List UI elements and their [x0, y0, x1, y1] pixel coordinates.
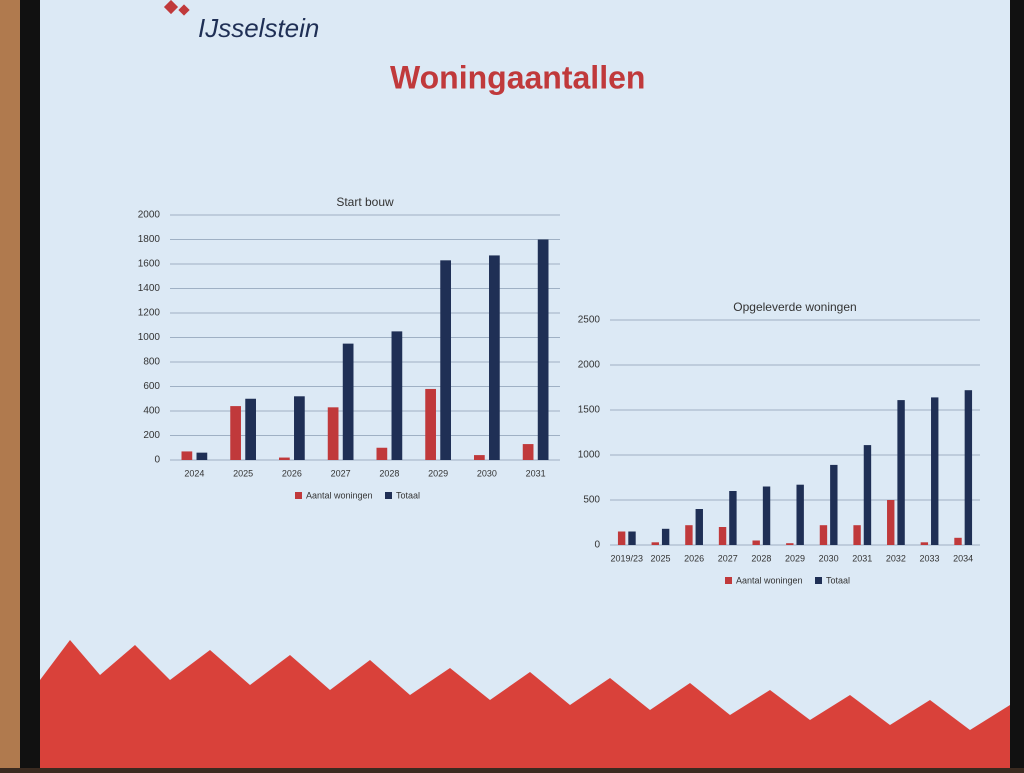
legend-label: Aantal woningen [306, 490, 373, 500]
bar [391, 331, 403, 460]
bar [279, 457, 290, 460]
bar [695, 509, 703, 545]
y-tick-label: 1000 [578, 450, 601, 461]
legend-label: Aantal woningen [736, 575, 803, 585]
bar [661, 528, 670, 545]
x-tick-label: 2029 [785, 553, 805, 563]
y-tick-label: 1800 [138, 234, 161, 245]
y-tick-label: 2000 [138, 210, 161, 221]
x-tick-label: 2025 [650, 553, 670, 563]
bar [522, 444, 534, 460]
bar [425, 388, 436, 460]
y-tick-label: 600 [143, 381, 160, 392]
x-tick-label: 2030 [477, 468, 497, 478]
x-tick-label: 2025 [233, 468, 253, 478]
bar [729, 491, 737, 545]
bar [440, 260, 451, 460]
chart-title: Start bouw [336, 195, 394, 209]
legend-label: Totaal [826, 575, 850, 585]
bar [474, 455, 485, 460]
bar [830, 464, 838, 545]
bar [897, 400, 905, 545]
bar [964, 390, 973, 545]
bar [853, 525, 861, 545]
legend-swatch [295, 492, 302, 499]
bar [685, 525, 693, 545]
x-tick-label: 2032 [886, 553, 906, 563]
chart: Opgeleverde woningen 0 500 1000 1500 2000 2500… [578, 300, 980, 585]
bar [617, 531, 626, 545]
legend-swatch [385, 492, 392, 499]
y-tick-label: 2000 [578, 360, 601, 371]
x-tick-label: 2031 [526, 468, 546, 478]
bar [931, 397, 939, 545]
x-tick-label: 2028 [379, 468, 399, 478]
y-tick-label: 0 [594, 540, 600, 551]
bar [230, 406, 241, 460]
y-tick-label: 500 [583, 495, 600, 506]
bar [718, 527, 727, 545]
bar [954, 537, 962, 545]
bar [327, 407, 339, 460]
x-tick-label: 2026 [684, 553, 704, 563]
bar [342, 343, 354, 460]
slide-background [40, 0, 1010, 768]
y-tick-label: 400 [143, 406, 160, 417]
y-tick-label: 800 [143, 357, 160, 368]
y-tick-label: 0 [154, 455, 160, 466]
y-tick-label: 1600 [138, 259, 161, 270]
y-tick-label: 1400 [138, 283, 161, 294]
bar [181, 451, 193, 460]
legend-label: Totaal [396, 490, 420, 500]
bar [762, 486, 771, 545]
y-tick-label: 200 [143, 430, 160, 441]
logo-text: IJsselstein [198, 13, 319, 43]
x-tick-label: 2027 [718, 553, 738, 563]
y-tick-label: 2500 [578, 315, 601, 326]
chart-title: Opgeleverde woningen [733, 300, 856, 314]
bar [628, 531, 636, 545]
bar [537, 239, 549, 460]
bar [294, 396, 305, 460]
x-tick-label: 2024 [184, 468, 204, 478]
legend-swatch [725, 577, 732, 584]
x-tick-label: 2028 [751, 553, 771, 563]
bar [752, 540, 760, 545]
bar [887, 500, 895, 545]
slide-title: Woningaantallen [390, 59, 645, 95]
x-tick-label: 2030 [819, 553, 839, 563]
bar [863, 445, 872, 545]
bar [786, 543, 794, 545]
x-tick-label: 2034 [953, 553, 973, 563]
bar [196, 452, 208, 460]
bar [376, 447, 388, 460]
x-tick-label: 2026 [282, 468, 302, 478]
y-tick-label: 1000 [138, 332, 161, 343]
y-tick-label: 1500 [578, 405, 601, 416]
x-tick-label: 2029 [428, 468, 448, 478]
bar [796, 484, 804, 545]
legend-swatch [815, 577, 822, 584]
bar [245, 398, 256, 460]
x-tick-label: 2033 [920, 553, 940, 563]
bar [489, 255, 500, 460]
chart: Start bouw 0 200 400 600 800 1000 1200 1400 1600 1… [138, 195, 560, 500]
x-tick-label: 2019/23 [611, 553, 644, 563]
bar [920, 542, 929, 545]
zigzag-decoration [40, 640, 1010, 768]
x-tick-label: 2027 [331, 468, 351, 478]
x-tick-label: 2031 [852, 553, 872, 563]
y-tick-label: 1200 [138, 308, 161, 319]
bar [651, 542, 659, 545]
bar [819, 525, 828, 545]
